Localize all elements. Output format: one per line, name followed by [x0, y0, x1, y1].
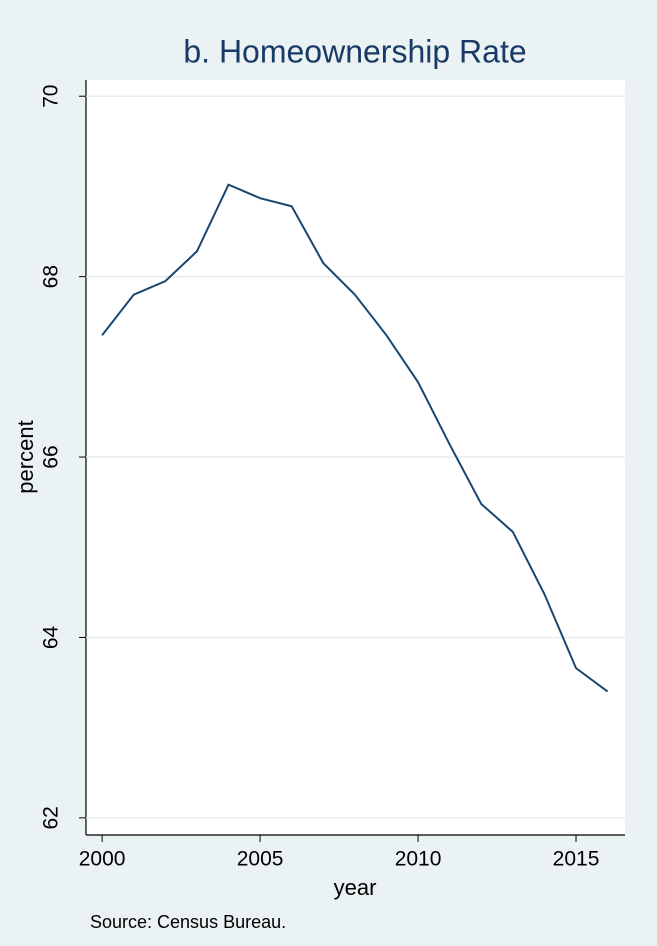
chart-title: b. Homeownership Rate	[183, 33, 526, 69]
y-tick-label: 68	[40, 265, 63, 288]
line-series	[101, 183, 609, 693]
y-tick-label: 70	[40, 85, 63, 108]
x-tick-label: 2000	[79, 848, 126, 871]
y-tick-label: 64	[40, 625, 63, 649]
source-note: Source: Census Bureau.	[90, 912, 286, 932]
x-tick-label: 2005	[237, 848, 284, 871]
y-tick-label: 62	[40, 806, 63, 829]
y-tick-label: 66	[40, 445, 63, 468]
x-tick-label: 2010	[395, 848, 442, 871]
x-axis-label: year	[334, 875, 377, 900]
y-axis-label: percent	[13, 420, 38, 493]
x-tick-label: 2015	[553, 848, 600, 871]
